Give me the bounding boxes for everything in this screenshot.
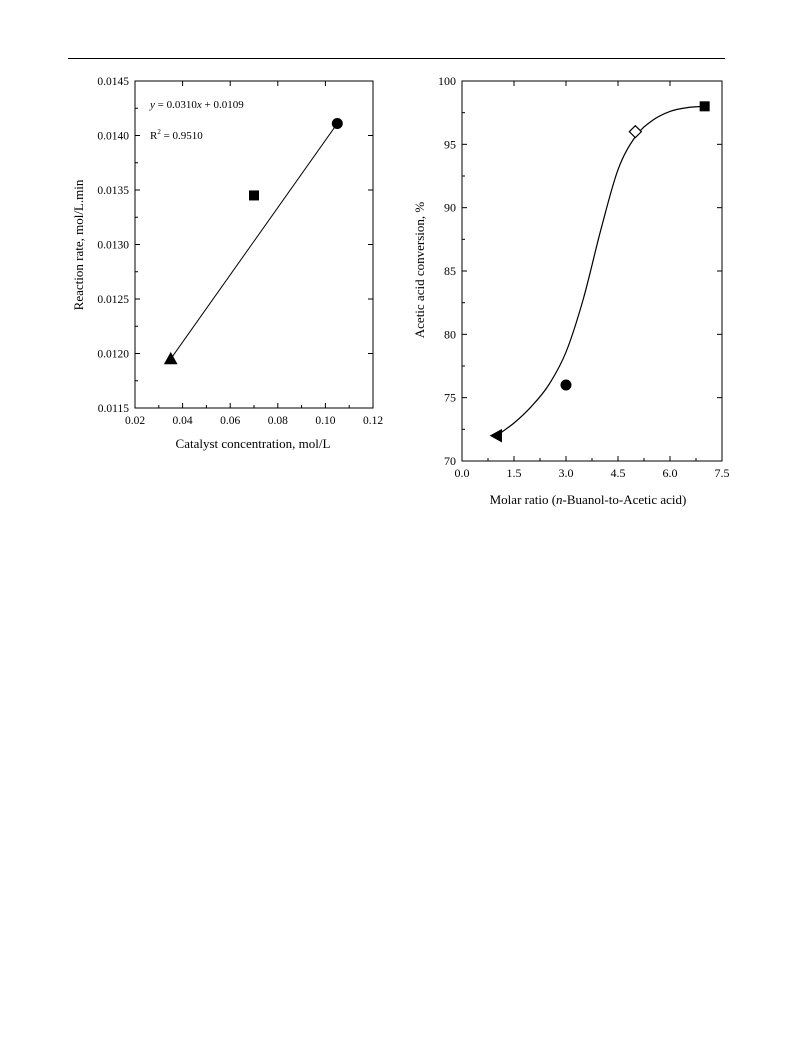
chart2-x-axis-title-pre: Molar ratio ( bbox=[490, 492, 556, 507]
chart2-y-tick-label: 85 bbox=[444, 264, 456, 278]
chart2-y-tick-label: 90 bbox=[444, 201, 456, 215]
chart1-y-tick-label: 0.0125 bbox=[97, 294, 129, 306]
chart2-x-axis-title-italic: n bbox=[556, 492, 563, 507]
chart2-y-tick-label: 70 bbox=[444, 454, 456, 468]
chart1-r2-base: R bbox=[150, 130, 158, 142]
chart1-point-square bbox=[249, 190, 259, 201]
chart2-plot-frame bbox=[461, 80, 723, 462]
chart1-plot-group: 0.02 0.04 0.06 0.08 0.10 0.12 0.0115 0.0120 0.01… bbox=[97, 76, 383, 427]
chart1-equation-intercept: + 0.0109 bbox=[202, 99, 244, 111]
chart2-y-axis-title: Acetic acid conversion, % bbox=[412, 202, 427, 339]
chart2-plot-group: 0.0 1.5 3.0 4.5 6.0 7.5 70 75 80 85 90 95 100 bbox=[438, 74, 730, 480]
chart1-y-tick-label: 0.0140 bbox=[97, 131, 129, 143]
chart2-point-square bbox=[699, 101, 710, 112]
chart2-y-tick-label: 100 bbox=[438, 74, 456, 88]
chart2-x-tick-label: 4.5 bbox=[611, 466, 626, 480]
chart1-point-circle bbox=[331, 118, 343, 130]
svg-text:R2 = 0.9510: R2 = 0.9510 bbox=[150, 128, 203, 142]
page-header-rule bbox=[68, 58, 725, 59]
chart1-r2-annotation: R2 = 0.9510 bbox=[150, 128, 203, 142]
chart1-x-tick-label: 0.04 bbox=[173, 415, 193, 427]
chart2-y-tick-label: 75 bbox=[444, 391, 456, 405]
chart2-point-triangle-left bbox=[489, 428, 502, 443]
chart2-x-tick-label: 3.0 bbox=[559, 466, 574, 480]
chart2-fit-curve bbox=[496, 105, 705, 437]
chart1-equation-y: y bbox=[149, 99, 155, 111]
chart1-x-tick-label: 0.12 bbox=[363, 415, 383, 427]
chart2-x-tick-label: 6.0 bbox=[663, 466, 678, 480]
chart1-y-tick-label: 0.0115 bbox=[98, 403, 129, 415]
chart1-r2-value: = 0.9510 bbox=[161, 130, 203, 142]
chart1-x-tick-label: 0.10 bbox=[315, 415, 335, 427]
chart1-y-tick-label: 0.0130 bbox=[97, 240, 129, 252]
chart1-y-tick-label: 0.0135 bbox=[97, 185, 129, 197]
chart2-point-circle bbox=[560, 379, 572, 391]
chart2-y-tick-label: 80 bbox=[444, 327, 456, 341]
chart1-x-axis-title: Catalyst concentration, mol/L bbox=[176, 436, 331, 451]
chart2-x-tick-label: 1.5 bbox=[507, 466, 522, 480]
chart1-equation-x: x bbox=[196, 99, 202, 111]
chart2-x-tick-label: 0.0 bbox=[455, 466, 470, 480]
chart2-y-tick-label: 95 bbox=[444, 137, 456, 151]
chart2-point-diamond bbox=[628, 124, 643, 139]
chart1-y-tick-label: 0.0145 bbox=[97, 76, 129, 88]
chart1-equation-annotation: y = 0.0310x + 0.0109 bbox=[149, 99, 244, 111]
chart1-y-axis-title: Reaction rate, mol/L.min bbox=[71, 179, 86, 310]
chart1-r2-sup: 2 bbox=[157, 128, 161, 136]
chart2-x-axis-title-post: -Buanol-to-Acetic acid) bbox=[563, 492, 687, 507]
chart1-fit-line bbox=[170, 123, 338, 360]
chart2-x-axis-title: Molar ratio (n-Buanol-to-Acetic acid) bbox=[490, 492, 687, 507]
chart1-x-tick-label: 0.08 bbox=[268, 415, 288, 427]
chart1-y-tick-label: 0.0120 bbox=[97, 349, 129, 361]
chart2-x-tick-label: 7.5 bbox=[715, 466, 730, 480]
chart1-x-tick-label: 0.06 bbox=[220, 415, 240, 427]
chart1-equation-slope: = 0.0310 bbox=[155, 99, 197, 111]
chart1-point-triangle bbox=[163, 351, 178, 365]
chart1-x-tick-label: 0.02 bbox=[125, 415, 145, 427]
svg-text:y = 0.0310x + 0.0109: y = 0.0310x + 0.0109 bbox=[149, 99, 244, 111]
